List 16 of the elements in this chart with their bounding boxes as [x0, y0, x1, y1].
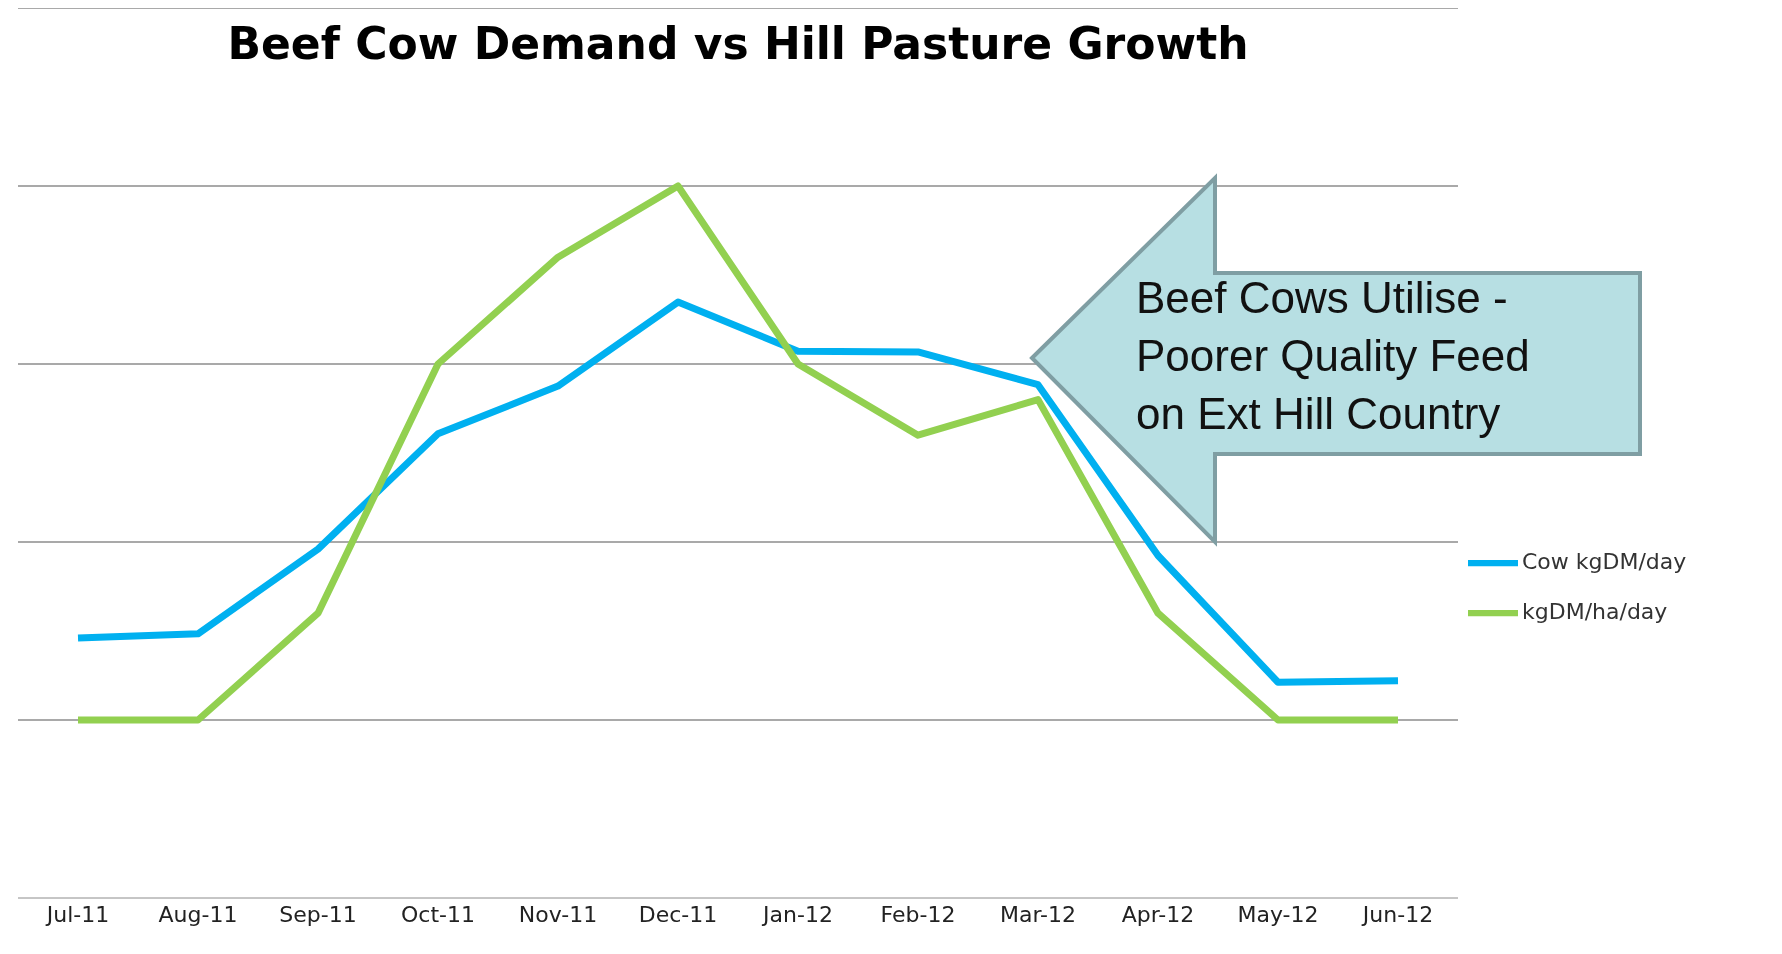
x-tick-label: Jun-12: [1360, 901, 1434, 927]
x-tick-label: Dec-11: [638, 901, 718, 927]
x-tick-label: Jan-12: [761, 901, 833, 927]
chart-title: Beef Cow Demand vs Hill Pasture Growth: [226, 18, 1250, 69]
x-tick-label: Jul-11: [44, 901, 110, 927]
x-tick-label: Sep-11: [279, 901, 357, 927]
x-tick-label: Feb-12: [880, 901, 956, 927]
x-tick-label: Apr-12: [1121, 901, 1195, 927]
annotation: Beef Cows Utilise - Poorer Quality Feed on Ext Hill Country: [1136, 273, 1530, 438]
legend-label: kgDM/ha/day: [1522, 599, 1668, 624]
x-tick-label: Aug-11: [158, 901, 238, 927]
x-tick-label: May-12: [1237, 901, 1319, 927]
x-tick-label: Mar-12: [999, 901, 1077, 927]
legend-label: Cow kgDM/day: [1522, 549, 1687, 574]
x-tick-label: Oct-11: [401, 901, 475, 927]
x-tick-label: Nov-11: [518, 901, 598, 927]
